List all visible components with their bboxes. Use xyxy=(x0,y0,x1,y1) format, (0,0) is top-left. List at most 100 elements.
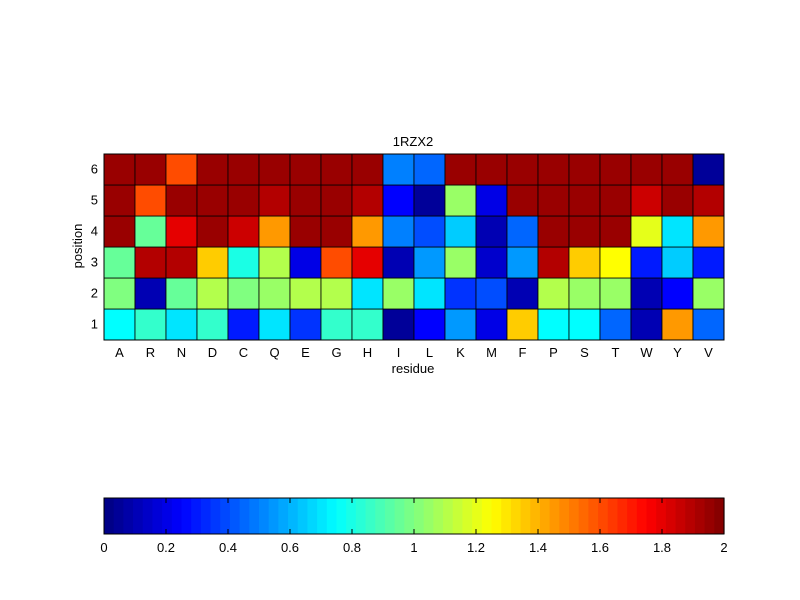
colorbar-swatch xyxy=(559,498,570,534)
x-tick-label: D xyxy=(208,345,217,360)
heatmap-cell xyxy=(382,277,415,310)
heatmap-cell xyxy=(382,308,415,341)
colorbar-swatch xyxy=(491,498,502,534)
x-tick-label: A xyxy=(115,345,124,360)
colorbar-swatch xyxy=(510,498,522,534)
x-tick-label: C xyxy=(239,345,248,360)
colorbar-tick-label: 1.6 xyxy=(591,540,609,555)
heatmap-cell xyxy=(227,184,260,217)
heatmap-cell xyxy=(630,246,663,279)
heatmap-cell xyxy=(692,308,725,341)
y-tick-label: 1 xyxy=(91,317,98,332)
colorbar-tick-label: 0.8 xyxy=(343,540,361,555)
heatmap-cell xyxy=(506,153,539,186)
heatmap-cell xyxy=(475,184,508,217)
heatmap-cell xyxy=(289,153,322,186)
colorbar-swatch xyxy=(220,498,231,534)
colorbar-swatch xyxy=(452,498,464,534)
heatmap-cell xyxy=(165,184,198,217)
colorbar-tick-labels: 0 0.2 0.4 0.6 0.8 1 1.2 1.4 1.6 1.8 2 xyxy=(100,498,728,555)
heatmap-cell xyxy=(258,153,291,186)
colorbar-swatch xyxy=(627,498,638,534)
heatmap-cell xyxy=(258,215,291,248)
y-tick-label: 4 xyxy=(91,224,98,239)
heatmap-cell xyxy=(692,215,725,248)
heatmap-cell xyxy=(227,308,260,341)
heatmap-cell xyxy=(444,215,477,248)
colorbar-swatch xyxy=(104,498,115,534)
heatmap-cell xyxy=(289,184,322,217)
colorbar-swatch xyxy=(317,498,328,534)
heatmap-cell xyxy=(444,277,477,310)
heatmap-cell xyxy=(320,184,353,217)
heatmap-cell xyxy=(258,308,291,341)
heatmap-cell xyxy=(630,308,663,341)
x-tick-label: N xyxy=(177,345,186,360)
colorbar-swatch xyxy=(113,498,124,534)
heatmap-cell xyxy=(134,277,167,310)
colorbar-swatch xyxy=(239,498,250,534)
x-tick-label: I xyxy=(397,345,401,360)
colorbar-swatch xyxy=(162,498,173,534)
heatmap-cell xyxy=(165,215,198,248)
x-tick-label: M xyxy=(486,345,497,360)
heatmap-cell xyxy=(506,308,539,341)
colorbar-swatch xyxy=(404,498,415,534)
heatmap-cell xyxy=(506,215,539,248)
colorbar-swatch xyxy=(530,498,541,534)
x-tick-label: S xyxy=(580,345,589,360)
heatmap-cell xyxy=(444,153,477,186)
colorbar-swatch xyxy=(472,498,483,534)
heatmap-cell xyxy=(537,153,570,186)
heatmap-cell xyxy=(382,153,415,186)
heatmap-cell xyxy=(661,308,694,341)
x-tick-label: Y xyxy=(673,345,682,360)
heatmap-cell xyxy=(134,246,167,279)
colorbar-swatch xyxy=(656,498,667,534)
heatmap-cells xyxy=(103,153,725,341)
x-tick-label: R xyxy=(146,345,155,360)
heatmap-cell xyxy=(103,215,136,248)
colorbar-swatch xyxy=(423,498,434,534)
colorbar-swatch xyxy=(171,498,183,534)
colorbar-swatch xyxy=(501,498,512,534)
heatmap-cell xyxy=(196,246,229,279)
y-axis-label: position xyxy=(70,224,85,269)
heatmap-cell xyxy=(444,246,477,279)
heatmap-cell xyxy=(227,215,260,248)
heatmap-cell xyxy=(506,277,539,310)
colorbar-swatch xyxy=(665,498,677,534)
heatmap-cell xyxy=(196,308,229,341)
heatmap-cell xyxy=(258,246,291,279)
heatmap-cell xyxy=(537,215,570,248)
x-tick-label: V xyxy=(704,345,713,360)
heatmap-cell xyxy=(351,184,384,217)
x-tick-label: H xyxy=(363,345,372,360)
colorbar-swatch xyxy=(675,498,686,534)
heatmap-cell xyxy=(165,153,198,186)
x-tick-label: G xyxy=(331,345,341,360)
y-tick-label: 2 xyxy=(91,286,98,301)
colorbar-swatch xyxy=(549,498,560,534)
heatmap-cell xyxy=(134,184,167,217)
heatmap-cell xyxy=(382,246,415,279)
colorbar-swatch xyxy=(259,498,270,534)
colorbar-swatch xyxy=(607,498,619,534)
colorbar-swatch xyxy=(714,498,725,534)
heatmap-cell xyxy=(134,215,167,248)
x-tick-label: L xyxy=(426,345,433,360)
heatmap-cell xyxy=(506,246,539,279)
heatmap-cell xyxy=(320,308,353,341)
heatmap-cell xyxy=(289,246,322,279)
colorbar-swatch xyxy=(365,498,376,534)
colorbar-swatch xyxy=(704,498,715,534)
colorbar-swatch xyxy=(481,498,493,534)
colorbar-swatch xyxy=(646,498,657,534)
colorbar-tick-label: 1.4 xyxy=(529,540,547,555)
heatmap-cell xyxy=(289,308,322,341)
plot-frame xyxy=(103,153,725,341)
heatmap-cell xyxy=(413,215,446,248)
colorbar-swatch xyxy=(443,498,454,534)
colorbar-swatch xyxy=(685,498,696,534)
colorbar-swatch xyxy=(636,498,648,534)
